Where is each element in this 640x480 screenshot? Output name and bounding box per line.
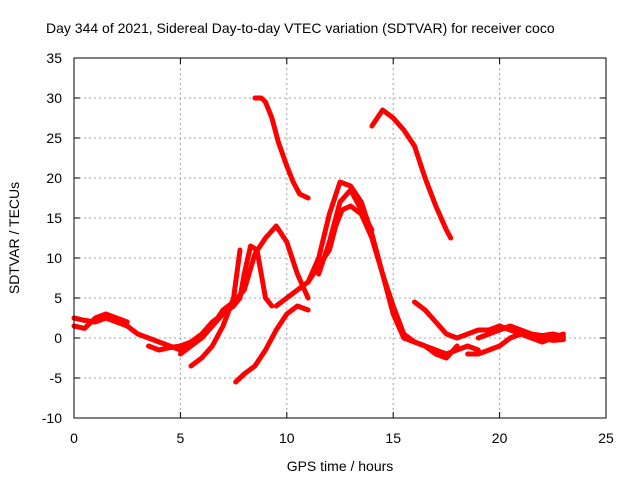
y-tick-label: 10 (46, 250, 62, 266)
x-tick-label: 5 (177, 430, 185, 446)
y-axis-label: SDTVAR / TECUs (6, 182, 22, 294)
x-axis-label: GPS time / hours (287, 458, 394, 474)
tick-labels: 0 5 10 15 20 25 -10 -5 0 5 10 15 20 25 30 35 (42, 50, 614, 446)
chart-title: Day 344 of 2021, Sidereal Day-to-day VTE… (46, 20, 555, 36)
x-tick-label: 10 (279, 430, 295, 446)
plot-frame (73, 57, 607, 419)
y-tick-label: 35 (46, 50, 62, 66)
y-tick-label: 30 (46, 90, 62, 106)
y-tick-label: 15 (46, 210, 62, 226)
y-tick-label: 5 (54, 290, 62, 306)
ticks (73, 57, 607, 419)
x-tick-label: 20 (492, 430, 508, 446)
series-arc-9 (305, 179, 460, 361)
series-arc-7 (252, 95, 311, 201)
x-tick-label: 25 (598, 430, 614, 446)
series-arc-5 (188, 247, 243, 369)
data-series (71, 95, 566, 385)
y-tick-label: 0 (54, 330, 62, 346)
y-tick-label: 20 (46, 170, 62, 186)
series-arc-14 (475, 323, 566, 343)
series-arc-3 (146, 223, 311, 353)
x-tick-label: 0 (70, 430, 78, 446)
grid (74, 58, 606, 418)
series-arc-6 (233, 303, 311, 385)
series-arc-11 (369, 107, 454, 241)
series-arc-2 (71, 311, 130, 331)
series-arc-4 (177, 243, 275, 357)
x-tick-label: 15 (385, 430, 401, 446)
y-tick-label: 25 (46, 130, 62, 146)
y-tick-label: -10 (42, 410, 62, 426)
y-tick-label: -5 (50, 370, 63, 386)
series-arc-10 (316, 187, 375, 277)
